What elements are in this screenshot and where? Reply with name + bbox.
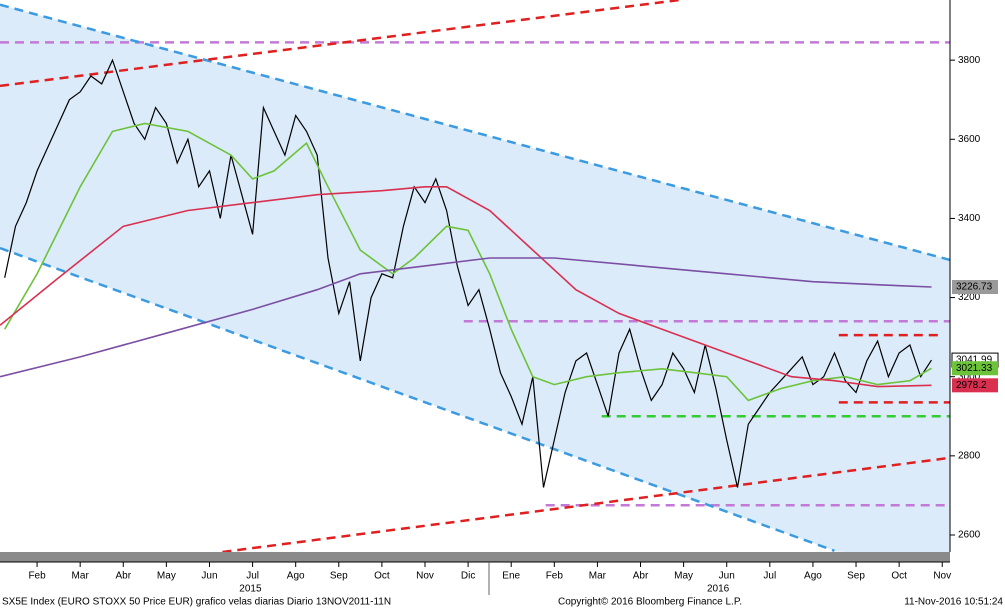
x-tick-label: Ene (502, 571, 520, 582)
x-tick-label: Abr (633, 571, 649, 582)
copyright: Copyright© 2016 Bloomberg Finance L.P. (558, 597, 742, 608)
plot-area (0, 0, 951, 554)
x-tick-label: Sep (330, 571, 348, 582)
last-value-box (952, 279, 998, 294)
year-label: 2015 (239, 584, 262, 595)
series-line (0, 186, 932, 388)
trend-line (0, 246, 835, 552)
x-tick-label: Mar (589, 571, 607, 582)
series-line (4, 122, 932, 402)
footer-left: SX5E Index (EURO STOXX 50 Price EUR) gra… (2, 597, 391, 608)
x-tick-label: Jul (246, 571, 259, 582)
last-value-box (952, 361, 998, 376)
x-tick-label: Jul (763, 571, 776, 582)
y-tick-label: 2600 (958, 530, 981, 541)
x-tick-label: May (674, 571, 693, 582)
axis-strip (0, 552, 950, 562)
x-tick-label: Nov (933, 571, 951, 582)
y-tick-label: 3200 (958, 292, 981, 303)
y-tick-label: 3400 (958, 213, 981, 224)
x-tick-label: Abr (115, 571, 131, 582)
last-value-label: 3041.99 (956, 355, 993, 366)
x-tick-label: Ago (804, 571, 822, 582)
year-label: 2016 (707, 584, 730, 595)
y-tick-label: 3000 (958, 371, 981, 382)
trend-line (0, 0, 680, 88)
trend-line (222, 456, 951, 554)
x-tick-label: Dic (461, 571, 475, 582)
y-tick-label: 3600 (958, 134, 981, 145)
last-value-label: 3226.73 (956, 282, 993, 293)
x-tick-label: Nov (416, 571, 434, 582)
last-value-box (952, 378, 998, 393)
series-line (4, 58, 933, 488)
last-value-label: 2978.2 (956, 380, 987, 391)
x-tick-label: Jun (719, 571, 735, 582)
x-tick-label: Oct (891, 571, 907, 582)
x-tick-label: Ago (287, 571, 305, 582)
x-tick-label: Feb (28, 571, 46, 582)
y-tick-label: 2800 (958, 450, 981, 461)
x-tick-label: May (157, 571, 176, 582)
x-tick-label: Mar (72, 571, 90, 582)
x-tick-label: Jun (201, 571, 217, 582)
y-tick-label: 3800 (958, 55, 981, 66)
x-tick-label: Oct (374, 571, 390, 582)
x-tick-label: Sep (847, 571, 865, 582)
last-value-label: 3021.33 (956, 363, 993, 374)
x-tick-label: Feb (546, 571, 564, 582)
timestamp: 11-Nov-2016 10:51:24 (904, 597, 1003, 608)
series-line (0, 257, 932, 378)
